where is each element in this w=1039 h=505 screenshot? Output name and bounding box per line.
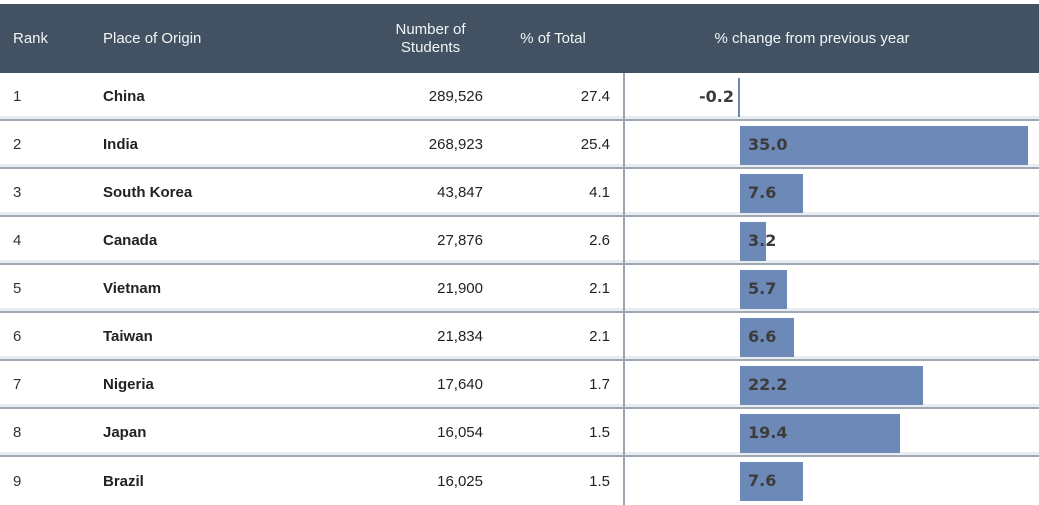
header-pct-change: % change from previous year <box>714 29 910 47</box>
pct-change-bar <box>740 174 803 213</box>
rank-cell: 3 <box>13 183 22 201</box>
students-count-cell: 21,834 <box>437 327 483 345</box>
pct-change-value-label: 5.7 <box>748 279 777 298</box>
pct-of-total-cell: 27.4 <box>580 87 610 105</box>
place-of-origin-cell: Taiwan <box>103 327 153 345</box>
rank-cell: 4 <box>13 231 22 249</box>
table-row: 8 Japan 16,054 1.5 19.4 <box>0 409 1039 457</box>
pct-of-total-cell: 25.4 <box>580 135 610 153</box>
rank-cell: 8 <box>13 423 22 441</box>
table-body: 1 China 289,526 27.4 -0.2 2 India 268,92… <box>0 73 1039 505</box>
pct-change-chart-cell: 22.2 <box>625 361 1039 407</box>
pct-of-total-cell: 2.1 <box>589 279 610 297</box>
place-of-origin-cell: South Korea <box>103 183 193 201</box>
pct-change-value-label: 7.6 <box>748 471 777 490</box>
pct-of-total-cell: 4.1 <box>589 183 610 201</box>
pct-change-chart-cell: 5.7 <box>625 265 1039 311</box>
pct-of-total-cell: 1.5 <box>589 423 610 441</box>
rank-cell: 5 <box>13 279 22 297</box>
students-count-cell: 289,526 <box>428 87 483 105</box>
rank-cell: 6 <box>13 327 22 345</box>
pct-change-chart-cell: 19.4 <box>625 409 1039 455</box>
column-divider <box>623 169 625 215</box>
header-students: Number of Students <box>395 20 466 56</box>
table-row: 2 India 268,923 25.4 35.0 <box>0 121 1039 169</box>
pct-change-chart-cell: 35.0 <box>625 121 1039 167</box>
pct-change-value-label: -0.2 <box>699 87 734 106</box>
students-count-cell: 16,054 <box>437 423 483 441</box>
place-of-origin-cell: China <box>103 87 145 105</box>
students-count-cell: 268,923 <box>428 135 483 153</box>
column-divider <box>623 409 625 455</box>
pct-change-bar <box>740 318 795 357</box>
students-count-cell: 27,876 <box>437 231 483 249</box>
column-divider <box>623 121 625 167</box>
pct-change-value-label: 6.6 <box>748 327 777 346</box>
rank-cell: 9 <box>13 472 22 490</box>
pct-change-value-label: 3.2 <box>748 231 777 250</box>
pct-change-bar <box>740 222 767 261</box>
pct-change-bar <box>740 270 787 309</box>
column-divider <box>623 73 625 119</box>
table-row: 3 South Korea 43,847 4.1 7.6 <box>0 169 1039 217</box>
column-divider <box>623 265 625 311</box>
place-of-origin-cell: India <box>103 135 139 153</box>
table-row: 9 Brazil 16,025 1.5 7.6 <box>0 457 1039 505</box>
header-rank: Rank <box>13 29 49 47</box>
pct-change-chart-cell: 7.6 <box>625 457 1039 505</box>
column-divider <box>623 217 625 263</box>
column-divider <box>623 361 625 407</box>
pct-change-chart-cell: 7.6 <box>625 169 1039 215</box>
pct-change-bar <box>740 414 900 453</box>
table-header-row: Rank Place of Origin Number of Students … <box>0 4 1039 73</box>
pct-change-bar <box>740 366 923 405</box>
pct-of-total-cell: 2.6 <box>589 231 610 249</box>
column-divider <box>623 457 625 505</box>
header-place: Place of Origin <box>103 29 202 47</box>
rank-cell: 2 <box>13 135 22 153</box>
pct-change-bar <box>738 78 740 117</box>
students-count-cell: 43,847 <box>437 183 483 201</box>
table-row: 6 Taiwan 21,834 2.1 6.6 <box>0 313 1039 361</box>
students-count-cell: 21,900 <box>437 279 483 297</box>
place-of-origin-cell: Canada <box>103 231 158 249</box>
header-pct-total: % of Total <box>520 29 586 47</box>
place-of-origin-cell: Vietnam <box>103 279 162 297</box>
students-count-cell: 16,025 <box>437 472 483 490</box>
place-of-origin-cell: Nigeria <box>103 375 154 393</box>
column-divider <box>623 313 625 359</box>
rank-cell: 7 <box>13 375 22 393</box>
table-row: 7 Nigeria 17,640 1.7 22.2 <box>0 361 1039 409</box>
pct-change-value-label: 35.0 <box>748 135 788 154</box>
place-of-origin-cell: Brazil <box>103 472 144 490</box>
place-of-origin-cell: Japan <box>103 423 147 441</box>
students-count-cell: 17,640 <box>437 375 483 393</box>
pct-of-total-cell: 1.7 <box>589 375 610 393</box>
pct-change-value-label: 22.2 <box>748 375 788 394</box>
table-row: 1 China 289,526 27.4 -0.2 <box>0 73 1039 121</box>
pct-of-total-cell: 2.1 <box>589 327 610 345</box>
pct-change-chart-cell: 3.2 <box>625 217 1039 263</box>
pct-change-chart-cell: -0.2 <box>625 73 1039 119</box>
pct-change-chart-cell: 6.6 <box>625 313 1039 359</box>
pct-change-value-label: 19.4 <box>748 423 788 442</box>
pct-change-bar <box>740 462 803 501</box>
pct-change-bar <box>740 126 1029 165</box>
pct-change-value-label: 7.6 <box>748 183 777 202</box>
pct-of-total-cell: 1.5 <box>589 472 610 490</box>
rank-cell: 1 <box>13 87 22 105</box>
table-row: 5 Vietnam 21,900 2.1 5.7 <box>0 265 1039 313</box>
table-row: 4 Canada 27,876 2.6 3.2 <box>0 217 1039 265</box>
